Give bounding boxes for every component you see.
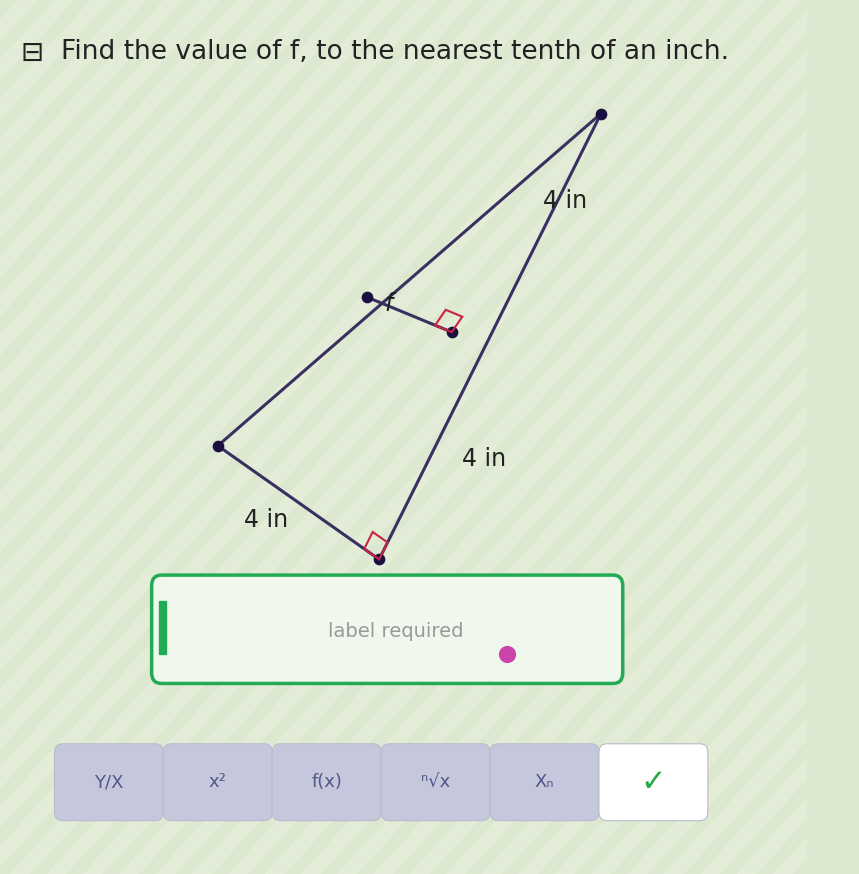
Point: [594, 107, 608, 121]
Point: [372, 552, 386, 566]
Text: ⁿ√x: ⁿ√x: [421, 773, 450, 791]
Text: f: f: [385, 292, 393, 316]
Text: ⊟: ⊟: [20, 39, 44, 67]
Point: [360, 290, 374, 304]
Text: Y/X: Y/X: [94, 773, 124, 791]
Text: Find the value of f, to the nearest tenth of an inch.: Find the value of f, to the nearest tent…: [60, 39, 728, 66]
Point: [445, 325, 459, 339]
Text: 4 in: 4 in: [244, 508, 289, 532]
FancyBboxPatch shape: [163, 744, 272, 821]
Text: Xₙ: Xₙ: [535, 773, 554, 791]
FancyBboxPatch shape: [599, 744, 708, 821]
Text: 4 in: 4 in: [543, 189, 587, 213]
Text: f(x): f(x): [311, 773, 342, 791]
FancyBboxPatch shape: [152, 575, 623, 683]
FancyBboxPatch shape: [490, 744, 599, 821]
Point: [211, 439, 225, 453]
Point: [500, 647, 514, 661]
Text: 4 in: 4 in: [462, 447, 506, 471]
FancyBboxPatch shape: [54, 744, 163, 821]
Text: label required: label required: [327, 621, 463, 641]
FancyBboxPatch shape: [272, 744, 381, 821]
Text: x²: x²: [209, 773, 227, 791]
FancyBboxPatch shape: [381, 744, 490, 821]
Text: ✓: ✓: [641, 767, 666, 797]
Bar: [159, 601, 166, 654]
